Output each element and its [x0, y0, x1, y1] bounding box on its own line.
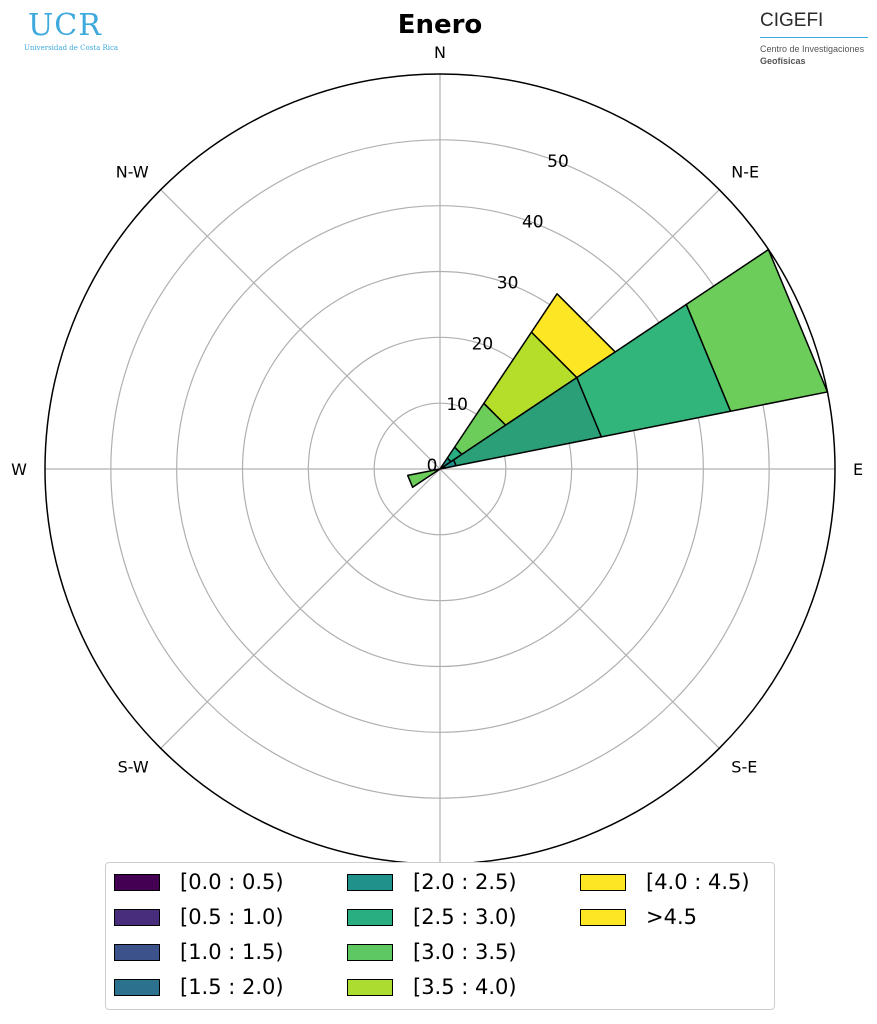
legend-item: [4.0 : 4.5)	[580, 867, 750, 897]
legend-swatch	[347, 873, 393, 891]
legend-label: [3.5 : 4.0)	[413, 975, 517, 999]
cigefi-logo: CIGEFI Centro de Investigaciones Geofísi…	[760, 10, 872, 70]
direction-label: S-W	[118, 757, 149, 776]
legend-item: [3.0 : 3.5)	[347, 937, 517, 967]
direction-label: S-E	[731, 757, 757, 776]
radial-tick-label: 20	[472, 334, 494, 354]
radial-tick-label: 40	[522, 213, 544, 233]
radial-tick-labels: 0 10 20 30 40 50	[427, 152, 569, 476]
legend-item: [1.0 : 1.5)	[114, 937, 284, 967]
wind-bars	[406, 248, 829, 489]
legend-label: [1.5 : 2.0)	[180, 975, 284, 999]
wind-bar-segment	[406, 468, 441, 489]
cigefi-logo-line1: Centro de Investigaciones	[760, 44, 865, 54]
ucr-logo: UCR Universidad de Costa Rica	[22, 8, 118, 56]
legend-label: [2.5 : 3.0)	[413, 905, 517, 929]
legend-item: >4.5	[580, 902, 697, 932]
ucr-logo-subtext: Universidad de Costa Rica	[24, 44, 119, 52]
radial-tick-label: 10	[446, 395, 468, 415]
grid-spoke	[160, 468, 441, 749]
direction-label: N-W	[116, 163, 149, 182]
chart-title: Enero	[398, 10, 483, 40]
legend-label: [2.0 : 2.5)	[413, 870, 517, 894]
ucr-logo-text: UCR	[28, 8, 102, 43]
direction-label: N-E	[731, 163, 759, 182]
legend-swatch	[580, 873, 626, 891]
legend: [0.0 : 0.5) [0.5 : 1.0) [1.0 : 1.5) [1.5 : …	[105, 862, 775, 1010]
legend-swatch	[580, 908, 626, 926]
legend-label: [1.0 : 1.5)	[180, 940, 284, 964]
direction-label: E	[853, 460, 863, 479]
legend-swatch	[347, 978, 393, 996]
legend-label: [0.0 : 0.5)	[180, 870, 284, 894]
legend-swatch	[347, 908, 393, 926]
direction-label: N	[434, 43, 446, 62]
cigefi-logo-rule	[760, 37, 868, 38]
legend-item: [3.5 : 4.0)	[347, 972, 517, 1002]
radial-tick-label: 0	[427, 456, 438, 476]
legend-item: [0.5 : 1.0)	[114, 902, 284, 932]
legend-swatch	[114, 978, 160, 996]
radial-tick-label: 50	[547, 152, 569, 172]
legend-item: [2.0 : 2.5)	[347, 867, 517, 897]
radial-tick-label: 30	[497, 274, 519, 294]
legend-label: [0.5 : 1.0)	[180, 905, 284, 929]
legend-label: [3.0 : 3.5)	[413, 940, 517, 964]
legend-swatch	[114, 908, 160, 926]
legend-item: [0.0 : 0.5)	[114, 867, 284, 897]
grid-spoke	[439, 468, 720, 749]
legend-item: [2.5 : 3.0)	[347, 902, 517, 932]
cigefi-logo-text: CIGEFI	[760, 10, 824, 31]
legend-item: [1.5 : 2.0)	[114, 972, 284, 1002]
legend-swatch	[347, 943, 393, 961]
grid-spoke	[160, 189, 441, 470]
legend-swatch	[114, 873, 160, 891]
legend-swatch	[114, 943, 160, 961]
cigefi-logo-line2: Geofísicas	[760, 56, 806, 66]
legend-label: [4.0 : 4.5)	[646, 870, 750, 894]
legend-label: >4.5	[646, 905, 697, 929]
direction-label: W	[11, 460, 27, 479]
polar-grid	[45, 74, 835, 864]
